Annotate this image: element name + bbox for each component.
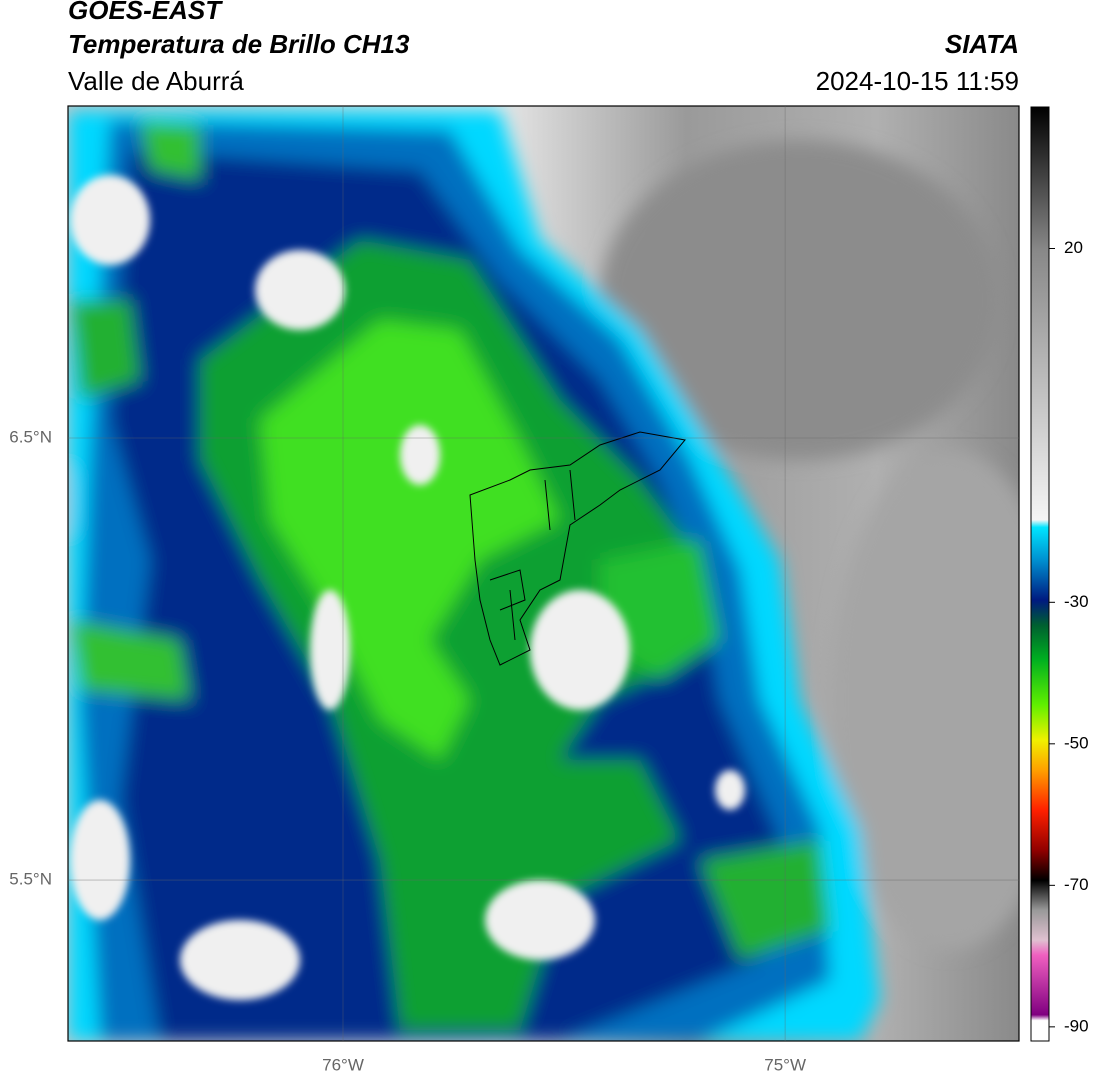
colorbar-tick-label: 20 — [1064, 238, 1083, 257]
title: GOES-EAST — [68, 0, 223, 25]
region: Valle de Aburrá — [68, 66, 244, 96]
subtitle: Temperatura de Brillo CH13 — [68, 29, 410, 59]
source: SIATA — [945, 29, 1019, 59]
y-tick-label: 6.5°N — [9, 427, 52, 446]
map-frame — [67, 105, 1020, 1042]
satellite-image — [68, 106, 1019, 1041]
colorbar-tick-label: -30 — [1064, 592, 1089, 611]
x-tick-label: 76°W — [322, 1055, 364, 1074]
colorbar-tick-label: -90 — [1064, 1016, 1089, 1035]
aburra-boundary — [469, 431, 686, 666]
x-tick-label: 75°W — [764, 1055, 806, 1074]
colorbar — [1030, 106, 1050, 1042]
datetime: 2024-10-15 11:59 — [816, 66, 1019, 96]
y-tick-label: 5.5°N — [9, 870, 52, 889]
colorbar-tick-label: -50 — [1064, 733, 1089, 752]
colorbar-tick-label: -70 — [1064, 875, 1089, 894]
